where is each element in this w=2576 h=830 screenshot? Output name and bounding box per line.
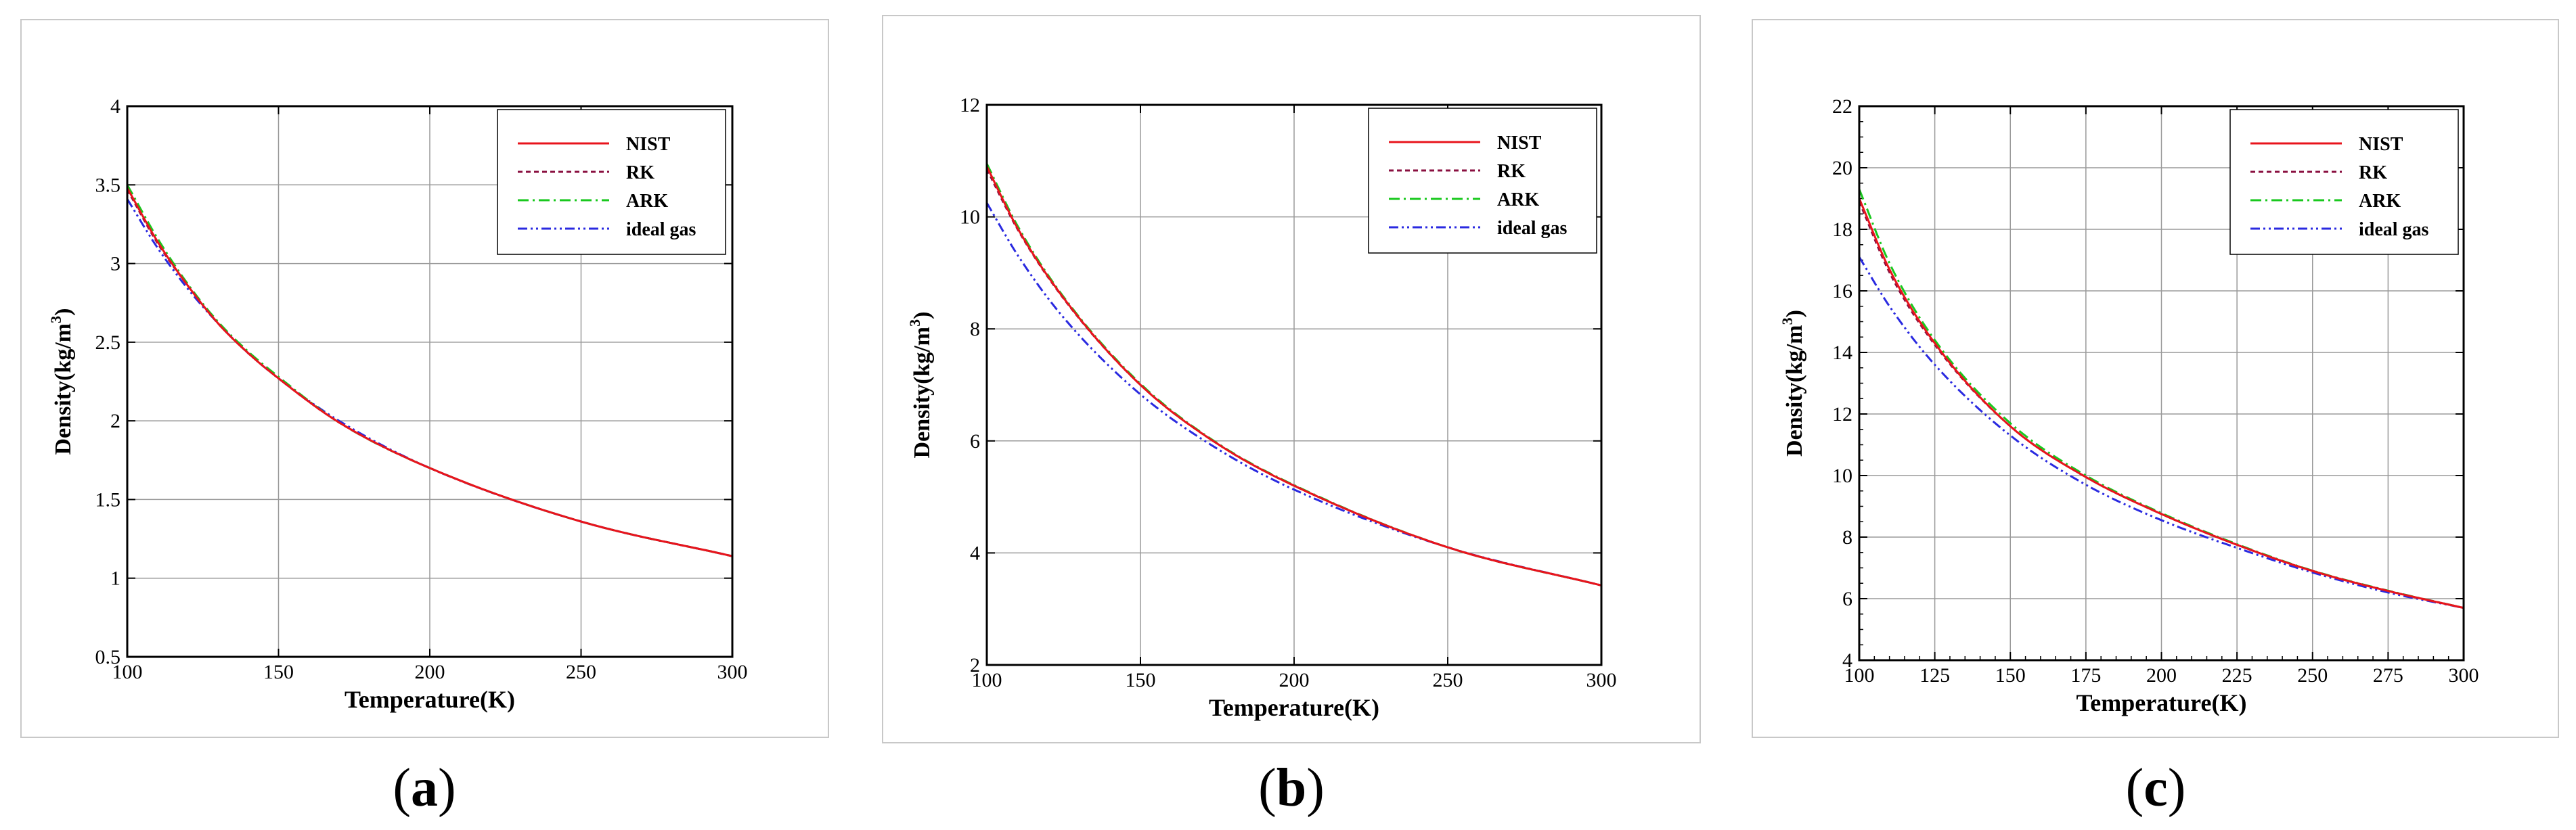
x-axis-label: Temperature(K)	[2077, 689, 2247, 716]
y-tick-label: 8	[1842, 526, 1852, 549]
legend-label: NIST	[1497, 133, 1542, 154]
chart-b: 100 150 200 250 300 2 4 6 8 10 12 Temperature(K) Den…	[906, 94, 1617, 721]
x-tick-label: 200	[2146, 664, 2177, 687]
legend: NIST RK ARK ideal gas	[2229, 109, 2459, 255]
x-tick-label: 300	[717, 661, 748, 683]
series-line-nist	[1859, 198, 2464, 609]
legend-label: ARK	[626, 191, 668, 212]
x-tick-label: 150	[263, 661, 294, 683]
y-tick-label: 10	[1832, 465, 1852, 487]
x-tick-label: 300	[1586, 669, 1617, 691]
legend-label: ARK	[2359, 191, 2401, 212]
series-line-nist	[127, 187, 732, 557]
y-tick-label: 18	[1832, 218, 1852, 241]
y-tick-label: 4	[110, 95, 120, 118]
y-tick-label: 12	[1832, 403, 1852, 425]
x-tick-label: 275	[2373, 664, 2403, 687]
axes-frame	[985, 103, 1603, 666]
y-tick-label: 3	[110, 253, 120, 275]
legend-label: ideal gas	[1497, 218, 1568, 239]
y-tick-label: 22	[1832, 95, 1852, 118]
y-tick-label: 4	[1842, 649, 1852, 672]
legend-label: RK	[1497, 161, 1526, 182]
y-axis-label: Density(kg/m3)	[47, 308, 76, 455]
legend-label: NIST	[626, 134, 671, 155]
y-tick-label: 4	[970, 542, 980, 564]
series-line-ideal-gas	[1859, 256, 2464, 609]
plot-area: 100 125 150 175 200 225 250 275 300 4 6 8 10 12 14 16 18…	[1779, 95, 2479, 716]
y-axis-label: Density(kg/m3)	[1779, 310, 1807, 457]
x-tick-label: 225	[2222, 664, 2252, 687]
x-tick-label: 100	[1844, 664, 1875, 687]
y-tick-label: 10	[960, 206, 980, 229]
y-tick-label: 14	[1832, 342, 1852, 364]
legend-label: ARK	[1497, 189, 1539, 210]
chart-panel-b: 100 150 200 250 300 2 4 6 8 10 12 Temperature(K) Den…	[882, 15, 1701, 743]
y-tick-label: 16	[1832, 280, 1852, 302]
x-tick-label: 150	[1126, 669, 1156, 691]
chart-c: 100 125 150 175 200 225 250 275 300 4 6 8 10 12 14 16 18…	[1779, 95, 2479, 716]
y-tick-label: 3.5	[95, 174, 121, 196]
y-tick-label: 20	[1832, 157, 1852, 179]
y-tick-label: 1	[110, 568, 120, 590]
legend-label: ideal gas	[626, 219, 696, 240]
chart-panel-c: 100 125 150 175 200 225 250 275 300 4 6 8 10 12 14 16 18…	[1752, 19, 2559, 738]
x-tick-label: 100	[972, 669, 1002, 691]
y-tick-label: 0.5	[95, 646, 121, 668]
legend-label: RK	[626, 162, 654, 183]
axes-frame	[126, 105, 734, 658]
plot-area: 100 150 200 250 300 2 4 6 8 10 12 Temperature(K) Den…	[906, 94, 1617, 721]
y-axis-label: Density(kg/m3)	[906, 312, 935, 459]
legend: NIST RK ARK ideal gas	[1368, 108, 1597, 254]
y-tick-label: 2	[110, 410, 120, 432]
chart-panel-a: 100 150 200 250 300 0.5 1 1.5 2 2.5 3 3.5 4 Temperatu…	[20, 19, 829, 738]
x-tick-label: 150	[1995, 664, 2026, 687]
y-tick-label: 2	[970, 654, 980, 676]
legend-label: NIST	[2359, 134, 2403, 155]
x-tick-label: 200	[415, 661, 445, 683]
chart-a: 100 150 200 250 300 0.5 1 1.5 2 2.5 3 3.5 4 Temperatu…	[47, 95, 748, 713]
y-tick-label: 2.5	[95, 331, 121, 354]
x-tick-label: 250	[566, 661, 596, 683]
y-tick-label: 1.5	[95, 488, 121, 511]
plot-area: 100 150 200 250 300 0.5 1 1.5 2 2.5 3 3.5 4 Temperatu…	[47, 95, 748, 713]
x-axis-label: Temperature(K)	[1209, 694, 1379, 721]
legend-label: ideal gas	[2359, 219, 2429, 240]
series-line-nist	[987, 166, 1601, 586]
legend-box	[497, 109, 726, 255]
x-tick-label: 175	[2070, 664, 2101, 687]
x-axis-label: Temperature(K)	[345, 686, 515, 713]
legend-label: RK	[2359, 162, 2387, 183]
y-tick-label: 6	[1842, 588, 1852, 610]
axes-frame	[1858, 105, 2465, 662]
y-tick-label: 8	[970, 318, 980, 340]
y-tick-label: 6	[970, 430, 980, 453]
caption-b: (b)	[1258, 758, 1325, 818]
x-tick-label: 100	[112, 661, 143, 683]
x-tick-label: 125	[1919, 664, 1950, 687]
x-tick-label: 250	[2297, 664, 2328, 687]
series-line-ideal-gas	[987, 202, 1601, 586]
caption-a: (a)	[393, 758, 456, 818]
legend-box	[1368, 108, 1597, 254]
y-tick-label: 12	[960, 94, 980, 116]
x-tick-label: 200	[1279, 669, 1310, 691]
x-tick-label: 250	[1433, 669, 1463, 691]
legend-box	[2229, 109, 2459, 255]
x-tick-label: 300	[2449, 664, 2479, 687]
caption-c: (c)	[2125, 758, 2186, 818]
legend: NIST RK ARK ideal gas	[497, 109, 726, 255]
